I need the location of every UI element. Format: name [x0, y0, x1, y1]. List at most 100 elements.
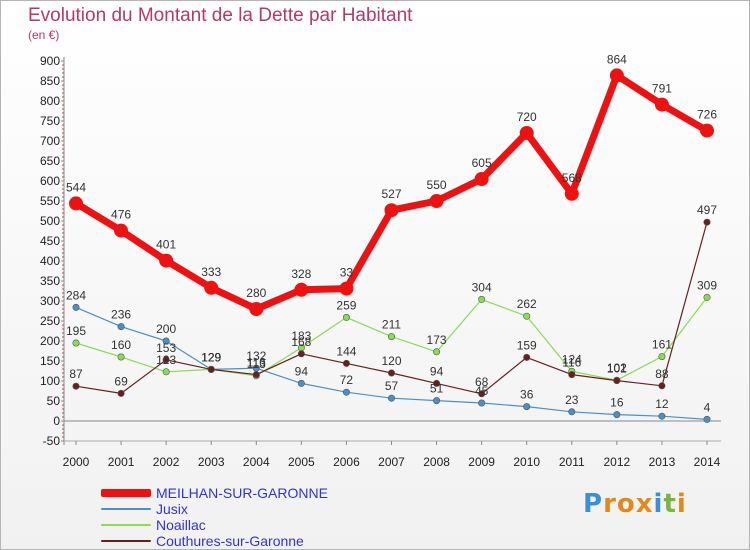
data-label: 280: [246, 286, 266, 300]
legend-swatch: [101, 489, 151, 497]
data-point: [433, 397, 441, 405]
data-point: [478, 399, 486, 407]
data-label: 94: [430, 364, 444, 378]
data-label: 328: [291, 267, 311, 281]
y-tick-label: 150: [40, 354, 60, 368]
data-label: 168: [291, 335, 311, 349]
y-tick-label: 400: [40, 254, 60, 268]
y-tick-label: 800: [40, 94, 60, 108]
data-label: 550: [427, 178, 447, 192]
data-label: 720: [517, 110, 537, 124]
data-point: [159, 253, 174, 268]
y-tick-label: 750: [40, 114, 60, 128]
data-label: 4: [704, 400, 711, 414]
data-label: 57: [385, 379, 399, 393]
data-point: [478, 390, 486, 398]
data-point: [117, 323, 125, 331]
data-label: 88: [655, 367, 669, 381]
logo-letter: i: [653, 489, 664, 519]
data-label: 129: [201, 350, 221, 364]
data-point: [162, 368, 170, 376]
x-tick-label: 2013: [649, 455, 676, 469]
data-label: 476: [111, 208, 131, 222]
logo-letter: x: [635, 489, 654, 519]
data-point: [519, 126, 534, 140]
x-tick-label: 2011: [559, 455, 585, 469]
data-point: [117, 389, 125, 397]
data-label: 94: [295, 364, 309, 378]
data-label: 120: [381, 354, 401, 368]
data-point: [658, 382, 666, 390]
y-tick-label: 450: [40, 234, 60, 248]
data-point: [162, 356, 170, 364]
data-label: 159: [517, 338, 537, 352]
data-point: [342, 313, 350, 321]
y-tick-label: 650: [40, 154, 60, 168]
data-point: [700, 123, 714, 138]
data-point: [387, 333, 395, 341]
data-label: 129: [201, 350, 221, 364]
data-label: 116: [247, 356, 266, 370]
data-point: [342, 388, 350, 396]
legend-swatch: [101, 524, 151, 526]
legend-swatch: [101, 508, 151, 510]
data-label: 497: [697, 203, 717, 217]
data-point: [297, 350, 305, 358]
y-tick-label: 600: [40, 174, 60, 188]
data-label: 101: [607, 362, 627, 376]
data-point: [654, 97, 669, 112]
data-point: [523, 312, 531, 320]
data-point: [387, 394, 395, 402]
legend-swatch: [101, 540, 151, 542]
data-point: [429, 194, 444, 208]
logo-letter: o: [616, 489, 636, 519]
data-label: 153: [156, 341, 176, 355]
data-point: [69, 196, 83, 211]
data-label: 116: [562, 356, 581, 370]
data-label: 161: [652, 338, 672, 352]
data-point: [564, 186, 579, 201]
legend-label: Noaillac: [156, 517, 206, 533]
data-point: [523, 353, 531, 361]
data-label: 262: [517, 297, 537, 311]
data-label: 132: [246, 349, 266, 363]
data-label: 68: [475, 375, 489, 389]
chart-subtitle: (en €): [28, 28, 60, 42]
data-label: 195: [66, 324, 86, 338]
data-point: [342, 359, 350, 367]
x-tick-label: 2002: [153, 455, 180, 469]
x-tick-label: 2010: [513, 455, 540, 469]
legend-label: Jusix: [156, 501, 188, 517]
data-point: [72, 303, 80, 311]
data-point: [387, 369, 395, 377]
data-label: 183: [291, 329, 311, 343]
data-point: [609, 68, 624, 83]
data-label: 333: [201, 265, 221, 279]
data-point: [252, 371, 260, 379]
y-tick-label: 900: [40, 54, 60, 68]
data-label: 51: [430, 382, 444, 396]
data-label: 72: [340, 373, 354, 387]
x-tick-label: 2008: [423, 455, 450, 469]
x-tick-label: 2007: [378, 455, 405, 469]
chart-title: Evolution du Montant de la Dette par Hab…: [28, 5, 413, 26]
data-label: 726: [697, 108, 717, 122]
data-label: 129: [201, 350, 221, 364]
data-label: 568: [562, 171, 582, 185]
data-label: 124: [562, 352, 582, 366]
legend-label: Couthures-sur-Garonne: [156, 533, 304, 549]
y-tick-label: 200: [40, 334, 60, 348]
data-point: [297, 379, 305, 387]
data-point: [72, 382, 80, 390]
data-label: 173: [427, 333, 447, 347]
data-label: 791: [652, 82, 672, 96]
proxiti-logo: Proxiti: [583, 489, 687, 519]
data-point: [523, 403, 531, 411]
data-point: [249, 302, 264, 316]
data-point: [658, 353, 666, 361]
data-point: [568, 408, 576, 416]
data-label: 36: [520, 388, 534, 402]
data-label: 144: [336, 344, 356, 358]
y-tick-label: 350: [40, 274, 60, 288]
